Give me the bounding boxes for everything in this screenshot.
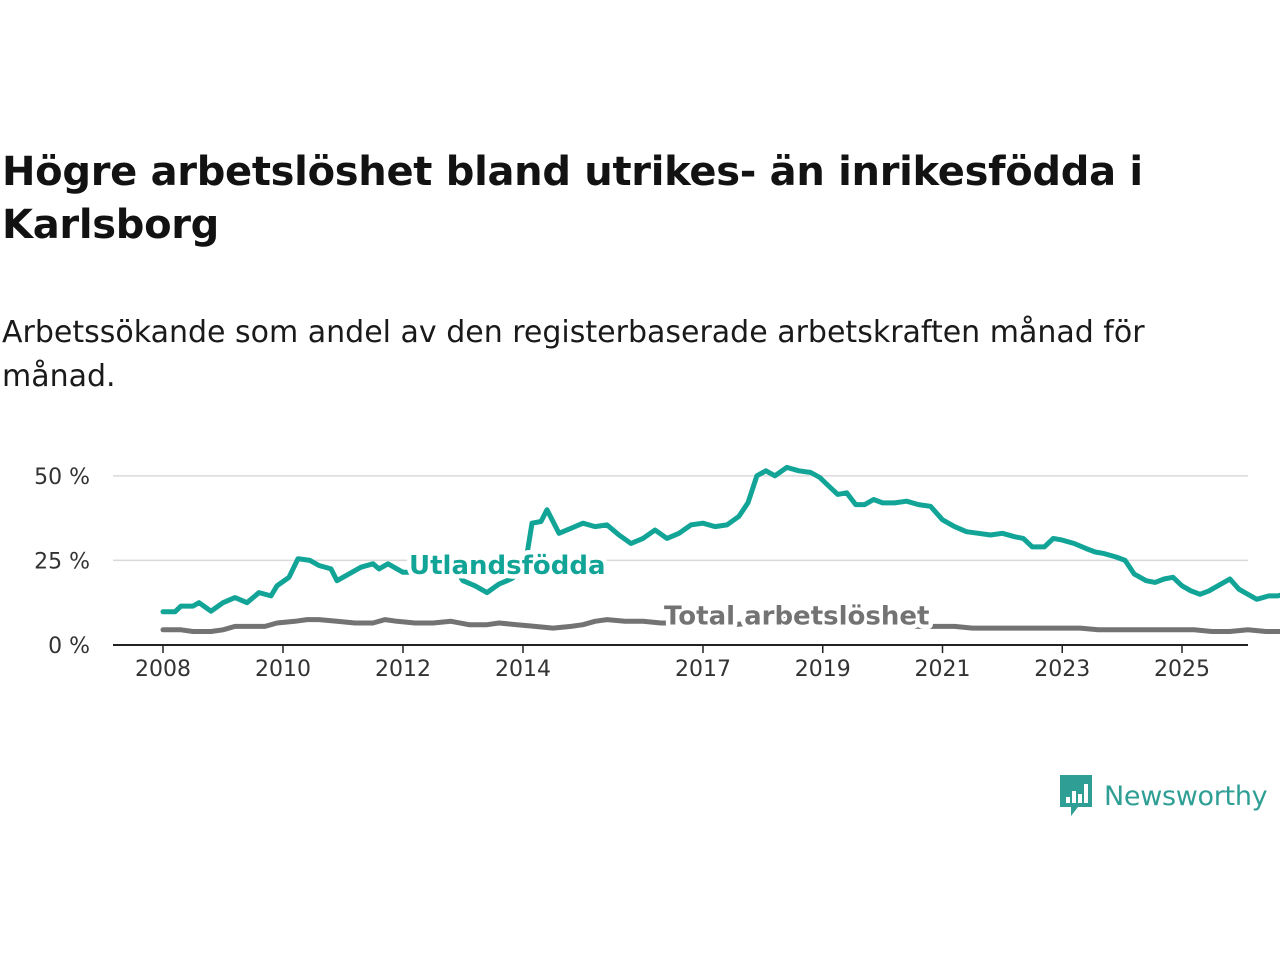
x-axis: 2008 2010 2012 2014 2017 2019 2021 2023 2025 — [113, 644, 1248, 682]
series-lines — [160, 464, 1280, 634]
series-label: Utlandsfödda — [409, 551, 606, 581]
line-chart: 0 % 25 % 50 % 2008 2010 2012 2014 2017 2019 2021… — [34, 464, 1280, 682]
series-label: Total arbetslöshet — [664, 602, 929, 632]
y-axis-labels: 0 % 25 % 50 % — [34, 465, 90, 659]
chart-title: Högre arbetslöshet bland utrikes- än inr… — [2, 149, 1143, 248]
x-tick-label: 2012 — [375, 657, 431, 682]
bar-chart-speech-bubble-icon — [1060, 775, 1092, 816]
x-tick-label: 2019 — [795, 657, 851, 682]
y-tick-label: 0 % — [48, 634, 90, 659]
x-tick-label: 2017 — [675, 657, 731, 682]
series-line-1 — [160, 613, 1280, 634]
grid-lines — [113, 475, 1248, 562]
series-label-halo: Total arbetslöshet — [664, 602, 929, 632]
x-tick-label: 2021 — [915, 657, 971, 682]
x-tick-label: 2023 — [1034, 657, 1090, 682]
series-line-0 — [160, 464, 1280, 615]
newsworthy-logo: Newsworthy — [1058, 772, 1268, 820]
x-tick-label: 2014 — [495, 657, 551, 682]
x-tick-label: 2008 — [135, 657, 191, 682]
brand-name: Newsworthy — [1104, 780, 1268, 812]
y-tick-label: 50 % — [34, 465, 90, 490]
series-label-halo: Utlandsfödda — [409, 551, 606, 581]
x-tick-label: 2025 — [1154, 657, 1210, 682]
chart-subtitle: Arbetssökande som andel av den registerb… — [2, 315, 1145, 394]
y-tick-label: 25 % — [34, 549, 90, 574]
x-tick-label: 2010 — [255, 657, 311, 682]
